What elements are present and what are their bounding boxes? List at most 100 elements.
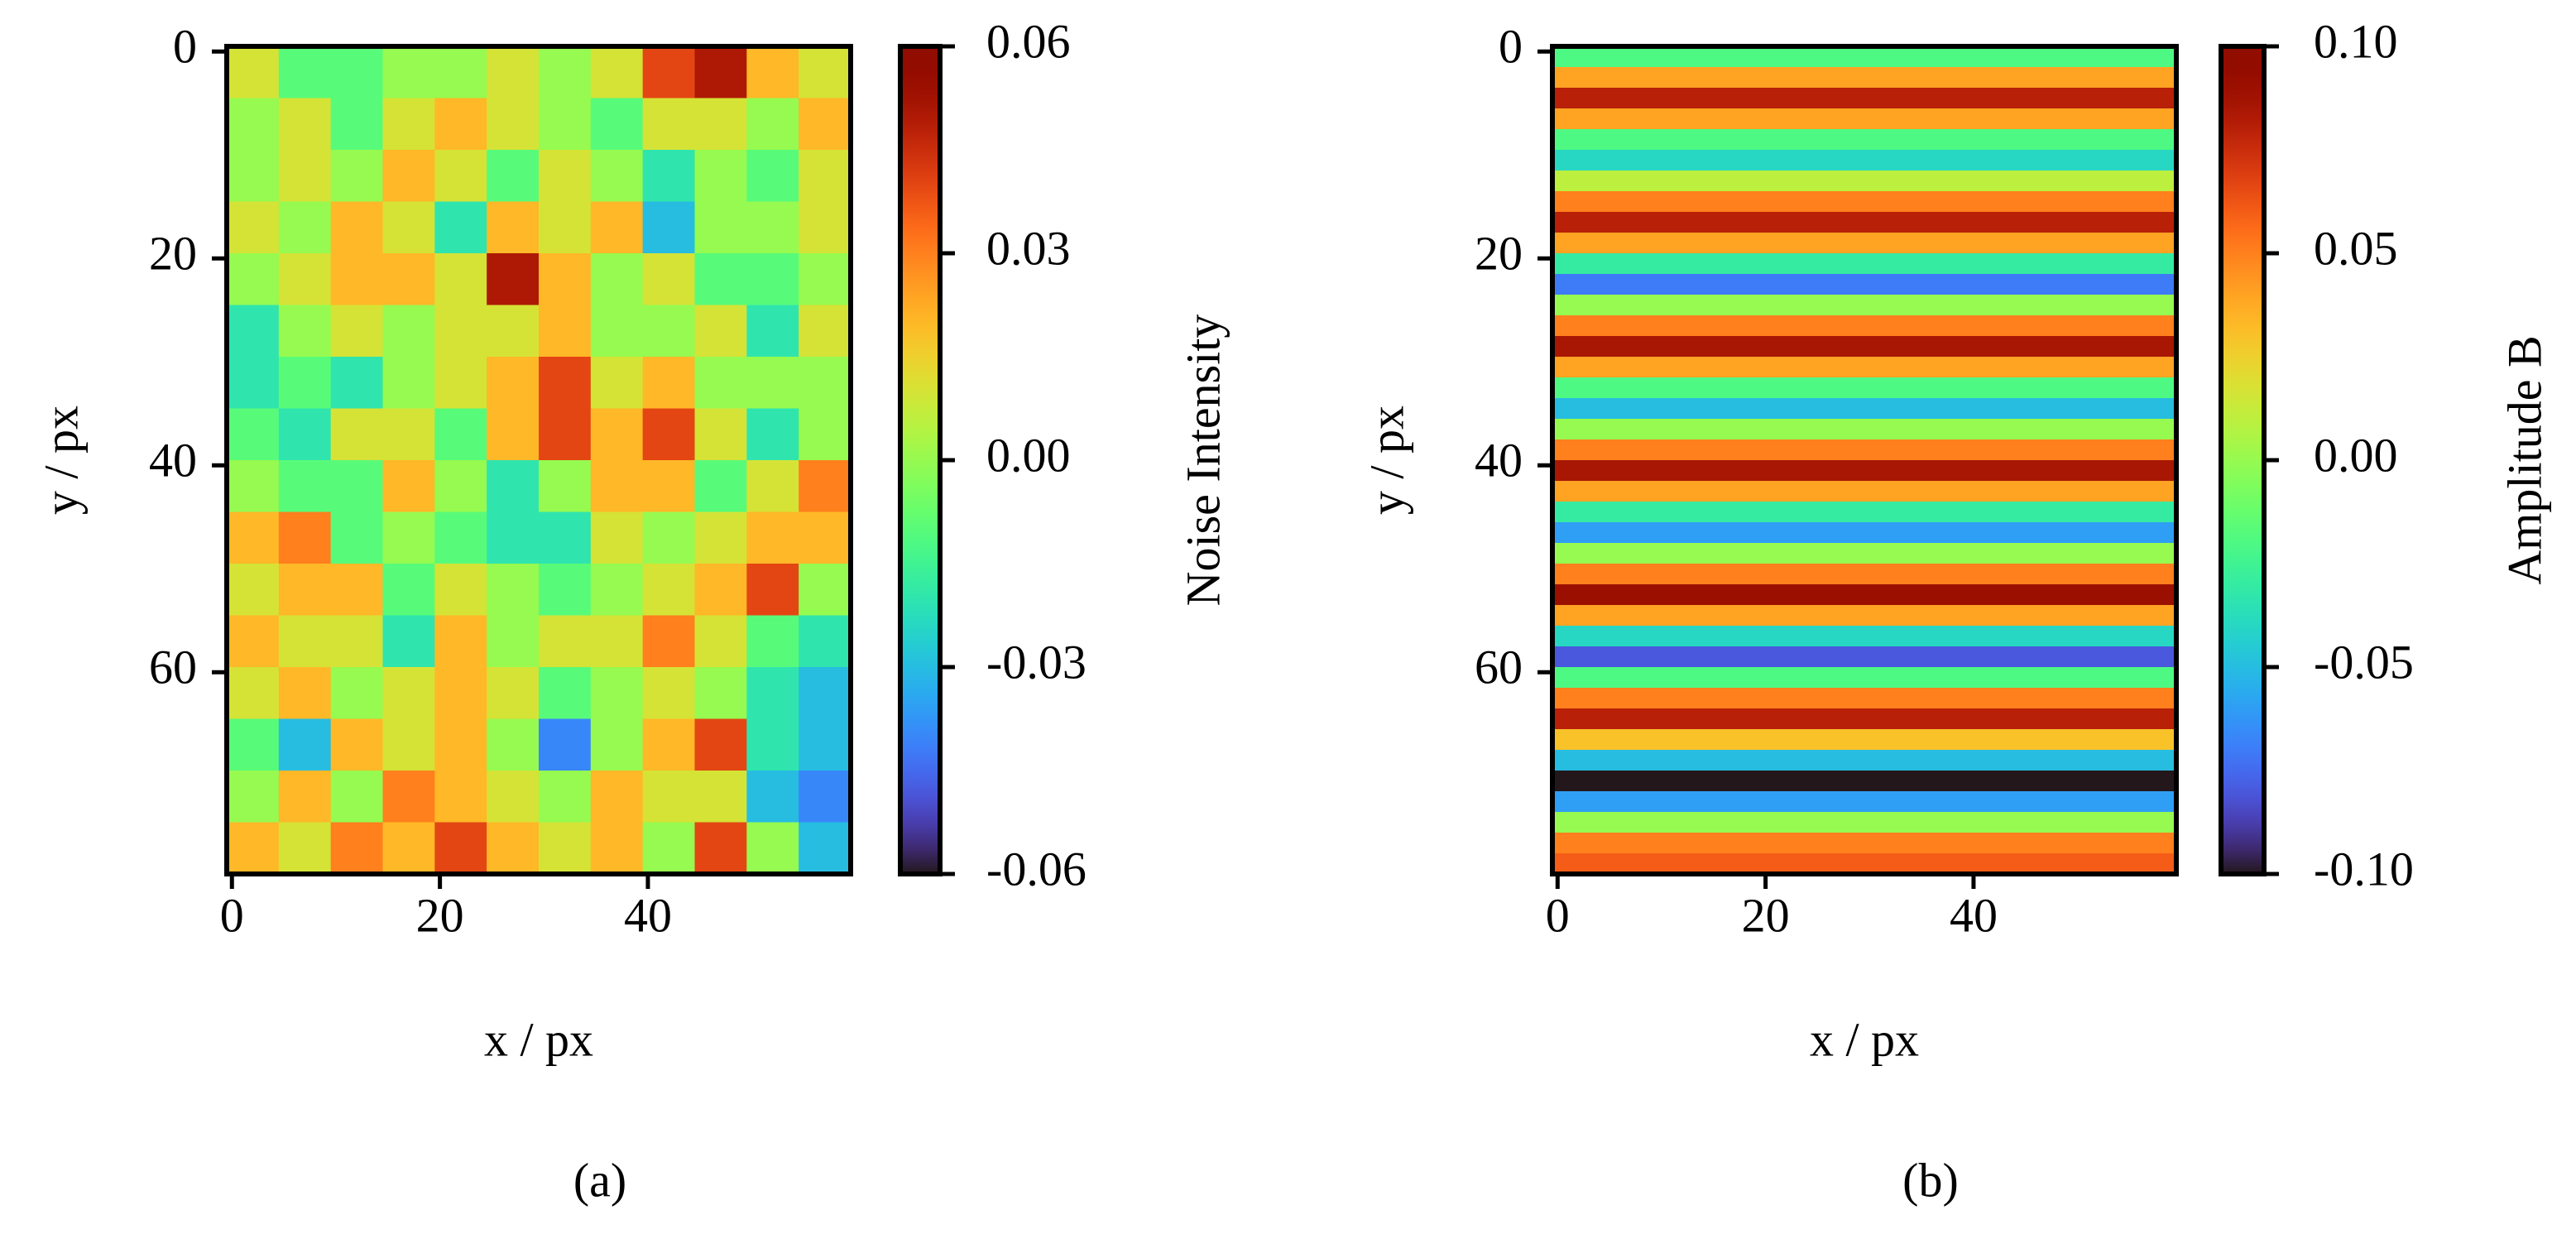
heatmap-cell — [799, 357, 851, 410]
heatmap-cell — [1552, 688, 2177, 709]
heatmap-cell — [590, 357, 644, 410]
heatmap-cell — [1552, 667, 2177, 689]
heatmap-cell — [1552, 170, 2177, 192]
heatmap-cell — [1552, 129, 2177, 151]
heatmap-cell — [1552, 708, 2177, 730]
heatmap-cell — [227, 201, 280, 254]
heatmap-cell — [799, 98, 851, 151]
y-axis-label: y / px — [34, 406, 88, 515]
heatmap-cell — [799, 564, 851, 617]
heatmap-cell — [487, 305, 540, 358]
x-tick-label: 0 — [1546, 888, 1570, 942]
heatmap-cell — [1552, 543, 2177, 564]
heatmap-cell — [278, 564, 332, 617]
heatmap-cell — [539, 98, 592, 151]
heatmap-cell — [642, 46, 696, 99]
colorbar — [2219, 44, 2267, 876]
heatmap-cell — [330, 822, 384, 875]
heatmap-cell — [278, 253, 332, 306]
heatmap-cell — [1552, 833, 2177, 854]
heatmap-cell — [539, 460, 592, 513]
heatmap-cell — [487, 564, 540, 617]
heatmap-cell — [694, 718, 747, 771]
colorbar-tick-label: 0.00 — [2314, 428, 2398, 482]
heatmap-cell — [694, 822, 747, 875]
heatmap-cell — [434, 511, 487, 564]
heatmap-cell — [434, 201, 487, 254]
heatmap-cell — [590, 564, 644, 617]
heatmap-cell — [382, 718, 435, 771]
x-tick-label: 0 — [220, 888, 244, 942]
heatmap-cell — [227, 667, 280, 720]
heatmap-cell — [642, 771, 696, 823]
heatmap-cell — [278, 150, 332, 203]
heatmap-cell — [382, 150, 435, 203]
heatmap-cell — [382, 408, 435, 461]
heatmap-cell — [1552, 584, 2177, 606]
heatmap-cell — [799, 460, 851, 513]
heatmap-cell — [227, 511, 280, 564]
heatmap-cell — [278, 98, 332, 151]
heatmap-cell — [382, 615, 435, 668]
colorbar-tick-label: 0.00 — [986, 428, 1071, 482]
heatmap-cell — [642, 564, 696, 617]
colorbar-tick-label: -0.05 — [2314, 635, 2414, 689]
heatmap-cell — [278, 667, 332, 720]
heatmap-cell — [487, 667, 540, 720]
heatmap-cell — [487, 46, 540, 99]
heatmap-cell — [746, 667, 799, 720]
heatmap-cell — [487, 822, 540, 875]
heatmap-cell — [799, 201, 851, 254]
heatmap-cell — [434, 771, 487, 823]
heatmap-cell — [278, 771, 332, 823]
heatmap-cell — [434, 718, 487, 771]
heatmap-cell — [1552, 108, 2177, 130]
heatmap-cell — [330, 305, 384, 358]
heatmap-cell — [382, 357, 435, 410]
heatmap-cell — [590, 305, 644, 358]
heatmap-cell — [1552, 791, 2177, 813]
heatmap-cell — [434, 460, 487, 513]
heatmap-cell — [434, 564, 487, 617]
heatmap-cell — [1552, 502, 2177, 523]
heatmap-cell — [642, 822, 696, 875]
panel-caption: (b) — [1902, 1153, 1959, 1207]
heatmap-cell — [799, 253, 851, 306]
heatmap-cell — [227, 357, 280, 410]
heatmap-cell — [330, 98, 384, 151]
heatmap-cell — [539, 46, 592, 99]
heatmap-cell — [1552, 729, 2177, 751]
heatmap-cell — [330, 718, 384, 771]
heatmap-cell — [642, 460, 696, 513]
heatmap-cell — [694, 460, 747, 513]
heatmap-cell — [539, 253, 592, 306]
heatmap-cell — [539, 305, 592, 358]
heatmap-cell — [227, 718, 280, 771]
heatmap-cell — [539, 564, 592, 617]
heatmap-cell — [694, 98, 747, 151]
heatmap-cell — [642, 615, 696, 668]
heatmap-cell — [278, 46, 332, 99]
heatmap-cell — [434, 822, 487, 875]
heatmap-cell — [694, 253, 747, 306]
heatmap-cell — [746, 615, 799, 668]
heatmap-cell — [487, 408, 540, 461]
heatmap-cell — [227, 822, 280, 875]
heatmap-cell — [434, 408, 487, 461]
heatmap-cell — [434, 253, 487, 306]
heatmap-cell — [642, 511, 696, 564]
heatmap-cell — [1552, 605, 2177, 627]
heatmap-cell — [434, 305, 487, 358]
colorbar-label: Noise Intensity — [1176, 315, 1230, 607]
heatmap-cell — [746, 511, 799, 564]
heatmap-cell — [227, 98, 280, 151]
heatmap-cell — [539, 150, 592, 203]
panel-caption: (a) — [573, 1153, 626, 1207]
heatmap-cell — [330, 46, 384, 99]
heatmap-cell — [330, 408, 384, 461]
heatmap-cell — [799, 822, 851, 875]
colorbar-tick-label: 0.06 — [986, 14, 1071, 68]
heatmap-cell — [746, 98, 799, 151]
heatmap-cell — [539, 408, 592, 461]
y-tick-label: 20 — [149, 227, 197, 281]
